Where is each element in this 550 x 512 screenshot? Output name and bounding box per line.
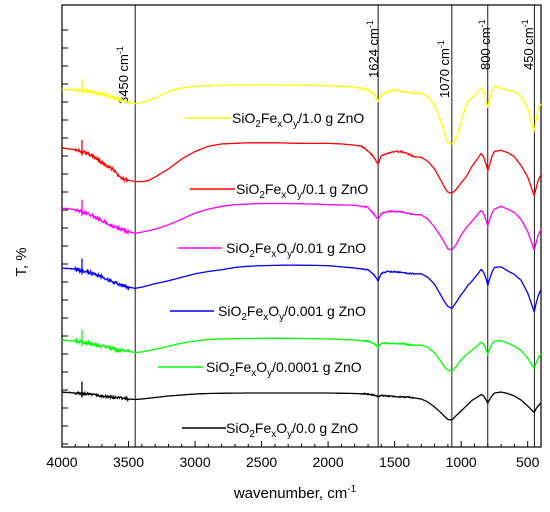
legend-label-1: SiO2FexOy/0.1 g ZnO bbox=[236, 181, 368, 201]
x-tick-label-2000: 2000 bbox=[313, 454, 344, 470]
series-line-4 bbox=[61, 337, 542, 372]
x-tick-label-4000: 4000 bbox=[46, 454, 77, 470]
reference-label-1070: 1070 cm-1 bbox=[436, 40, 452, 98]
series-line-3 bbox=[61, 264, 542, 313]
y-axis-label: T, % bbox=[13, 247, 30, 276]
legend-label-2: SiO2FexOy/0.01 g ZnO bbox=[226, 240, 366, 260]
reference-label-1624: 1624 cm-1 bbox=[365, 20, 381, 78]
axis-labels: wavenumber, cm-1 T, % bbox=[13, 247, 357, 502]
legend-label-5: SiO2FexOy/0.0 g ZnO bbox=[226, 420, 358, 440]
series-line-1 bbox=[61, 142, 542, 197]
series-line-0 bbox=[61, 84, 542, 145]
x-tick-label-3500: 3500 bbox=[113, 454, 144, 470]
series-line-2 bbox=[62, 202, 542, 251]
x-tick-label-1000: 1000 bbox=[446, 454, 477, 470]
x-axis-label: wavenumber, cm-1 bbox=[233, 484, 357, 502]
plot-frame bbox=[61, 4, 542, 448]
legend-label-3: SiO2FexOy/0.001 g ZnO bbox=[218, 303, 366, 323]
axis-ticks: 4000 3500 3000 2500 2000 1500 1000 500 bbox=[46, 29, 542, 470]
x-tick-label-2500: 2500 bbox=[246, 454, 277, 470]
reference-label-450: 450 cm-1 bbox=[520, 19, 536, 70]
x-tick-label-1500: 1500 bbox=[379, 454, 410, 470]
reference-lines: 3450 cm-1 1624 cm-1 1070 cm-1 800 cm-1 450 c… bbox=[115, 5, 536, 447]
reference-label-800: 800 cm-1 bbox=[477, 19, 493, 70]
x-tick-label-500: 500 bbox=[516, 454, 540, 470]
series-line-5 bbox=[61, 390, 542, 421]
series-layer bbox=[61, 78, 542, 421]
legend-layer: SiO2FexOy/1.0 g ZnO SiO2FexOy/0.1 g ZnO Si… bbox=[158, 110, 368, 440]
legend-label-4: SiO2FexOy/0.0001 g ZnO bbox=[206, 359, 362, 379]
reference-label-3450: 3450 cm-1 bbox=[115, 46, 131, 104]
x-tick-label-3000: 3000 bbox=[179, 454, 210, 470]
legend-label-0: SiO2FexOy/1.0 g ZnO bbox=[232, 110, 364, 130]
